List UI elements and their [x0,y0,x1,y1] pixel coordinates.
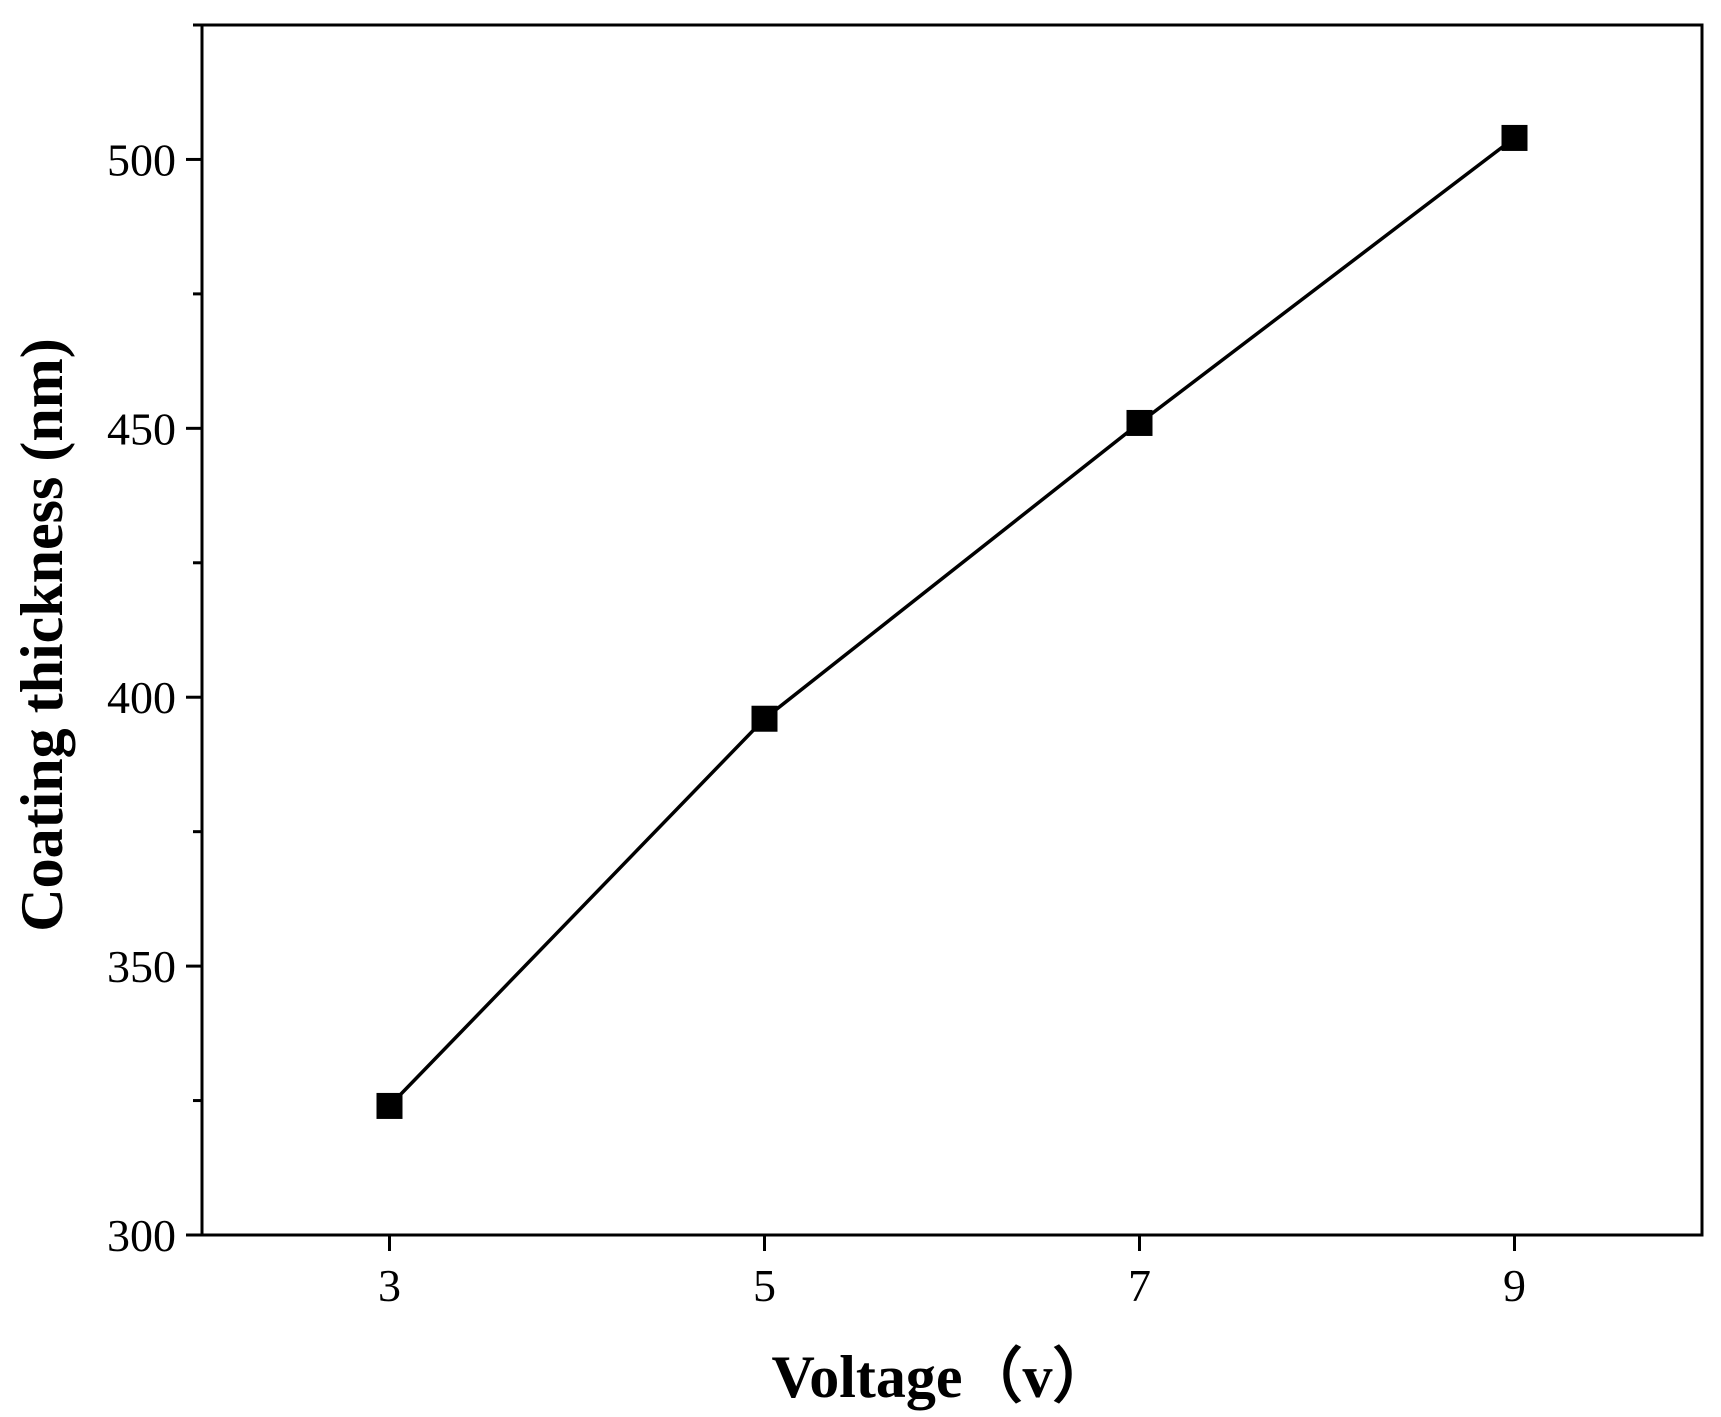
x-tick-label-0: 3 [378,1260,401,1311]
y-axis-label: Coating thickness (nm) [9,338,75,931]
axes [200,23,1704,1237]
data-point-0-1 [751,705,778,732]
ticks: 3 5 7 9 300 350 400 450 500 [107,23,1526,1311]
x-tick-label-3: 9 [1503,1260,1526,1311]
x-axis-label: Voltage（v） [771,1343,1112,1410]
data-point-0-0 [376,1092,403,1119]
y-tick-label-0: 300 [107,1210,176,1261]
y-tick-label-1: 350 [107,941,176,992]
y-tick-label-2: 400 [107,672,176,723]
series [376,124,1528,1119]
series-line-0 [388,136,1516,1108]
y-tick-label-4: 500 [107,134,176,185]
y-tick-label-3: 450 [107,403,176,454]
x-tick-label-2: 7 [1128,1260,1151,1311]
plot-frame [200,23,1704,1237]
data-point-0-2 [1126,409,1153,436]
data-point-0-3 [1501,124,1528,151]
x-tick-label-1: 5 [753,1260,776,1311]
